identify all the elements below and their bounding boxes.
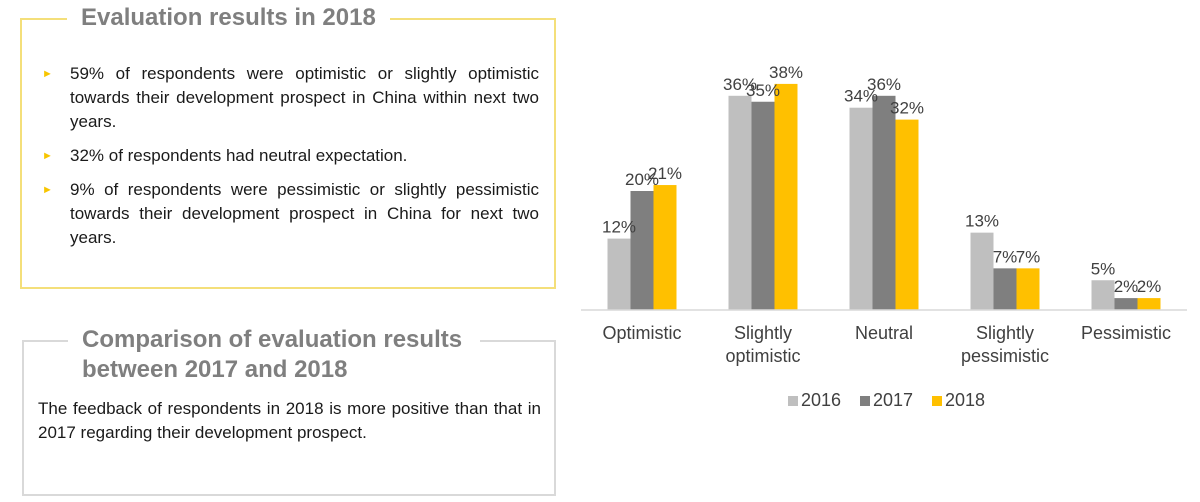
triangle-bullet-icon: ► bbox=[42, 68, 53, 80]
bar-2017 bbox=[993, 268, 1017, 310]
evaluation-bar-chart: 12%20%21%36%35%38%34%36%32%13%7%7%5%2%2%… bbox=[581, 63, 1187, 410]
category-label: pessimistic bbox=[961, 346, 1049, 366]
data-labels-layer: 12%20%21%36%35%38%34%36%32%13%7%7%5%2%2% bbox=[602, 63, 1161, 296]
bar-2017 bbox=[751, 101, 775, 310]
evaluation-bullet-item: ► 9% of respondents were pessimistic or … bbox=[36, 178, 539, 250]
legend-swatch-2018 bbox=[932, 396, 942, 406]
data-label: 36% bbox=[723, 75, 757, 94]
legend-swatch-2017 bbox=[860, 396, 870, 406]
comparison-panel: Comparison of evaluation results between… bbox=[22, 325, 556, 496]
evaluation-bullet-item: ► 32% of respondents had neutral expecta… bbox=[36, 144, 539, 168]
evaluation-bullet-text: 9% of respondents were pessimistic or sl… bbox=[70, 180, 539, 247]
triangle-bullet-icon: ► bbox=[42, 184, 53, 196]
category-label: Slightly bbox=[976, 323, 1034, 343]
bar-2017 bbox=[1114, 298, 1138, 310]
data-label: 5% bbox=[1091, 259, 1116, 278]
comparison-text: The feedback of respondents in 2018 is m… bbox=[38, 399, 541, 442]
category-label: optimistic bbox=[725, 346, 800, 366]
bar-2016 bbox=[728, 95, 752, 310]
bar-2018 bbox=[653, 185, 677, 310]
bar-2017 bbox=[630, 191, 654, 310]
data-label: 7% bbox=[1016, 247, 1041, 266]
data-label: 34% bbox=[844, 87, 878, 106]
chart-legend: 2016 2017 2018 bbox=[788, 390, 985, 410]
data-label: 38% bbox=[769, 63, 803, 82]
legend-label: 2016 bbox=[801, 390, 841, 410]
bar-2018 bbox=[895, 119, 919, 310]
data-label: 7% bbox=[993, 247, 1018, 266]
evaluation-bullet-text: 32% of respondents had neutral expectati… bbox=[70, 146, 408, 165]
comparison-title-line-1: Comparison of evaluation results bbox=[82, 326, 463, 353]
data-label: 13% bbox=[965, 212, 999, 231]
data-label: 2% bbox=[1114, 277, 1139, 296]
legend-label: 2018 bbox=[945, 390, 985, 410]
category-label: Slightly bbox=[734, 323, 792, 343]
data-label: 2% bbox=[1137, 277, 1162, 296]
triangle-bullet-icon: ► bbox=[42, 150, 53, 162]
evaluation-bullet-text: 59% of respondents were optimistic or sl… bbox=[70, 64, 539, 131]
bar-2018 bbox=[1016, 268, 1040, 310]
legend-label: 2017 bbox=[873, 390, 913, 410]
comparison-title-line-2: between 2017 and 2018 bbox=[82, 356, 348, 383]
bar-2016 bbox=[849, 107, 873, 310]
bar-2016 bbox=[970, 232, 994, 310]
bar-2016 bbox=[607, 238, 631, 310]
comparison-title: Comparison of evaluation results between… bbox=[68, 325, 481, 385]
data-label: 21% bbox=[648, 164, 682, 183]
data-label: 32% bbox=[890, 99, 924, 118]
bars-layer bbox=[607, 83, 1161, 311]
data-label: 20% bbox=[625, 170, 659, 189]
evaluation-bullet-item: ► 59% of respondents were optimistic or … bbox=[36, 62, 539, 134]
bar-2017 bbox=[872, 95, 896, 310]
legend-swatch-2016 bbox=[788, 396, 798, 406]
category-labels-layer: Optimistic Slightly optimistic Neutral Sligh… bbox=[602, 323, 1171, 366]
evaluation-bullet-list: ► 59% of respondents were optimistic or … bbox=[36, 62, 539, 260]
evaluation-results-panel: Evaluation results in 2018 ► 59% of resp… bbox=[20, 4, 556, 289]
category-label: Pessimistic bbox=[1081, 323, 1171, 343]
bar-2016 bbox=[1091, 280, 1115, 310]
data-label: 12% bbox=[602, 218, 636, 237]
category-label: Optimistic bbox=[602, 323, 681, 343]
data-label: 35% bbox=[746, 81, 780, 100]
data-label: 36% bbox=[867, 75, 901, 94]
evaluation-results-title: Evaluation results in 2018 bbox=[67, 4, 390, 32]
bar-2018 bbox=[774, 83, 798, 311]
category-label: Neutral bbox=[855, 323, 913, 343]
bar-2018 bbox=[1137, 298, 1161, 310]
